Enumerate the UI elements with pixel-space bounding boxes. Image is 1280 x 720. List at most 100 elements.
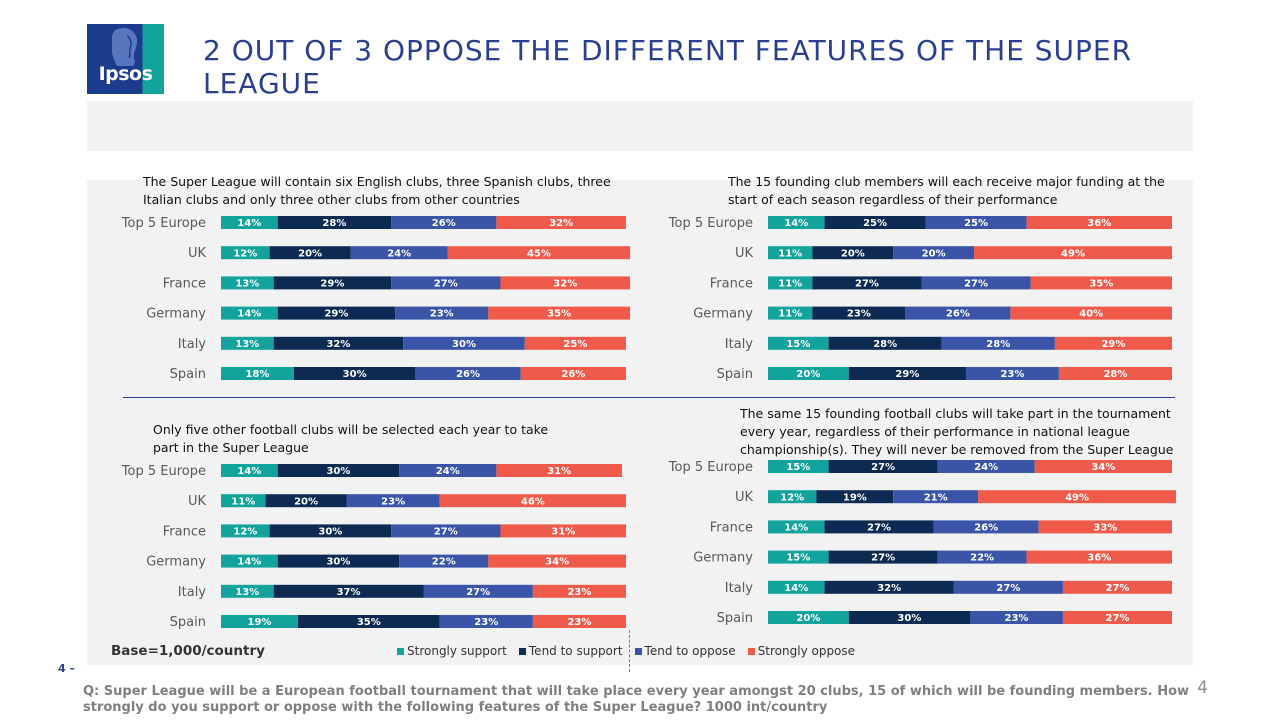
bar-tend-to-oppose-uk [893,490,979,504]
data-label-tend-to-support-france: 29% [320,279,344,290]
data-label-strongly-support-spain: 18% [245,369,269,380]
data-label-strongly-support-italy: 13% [235,587,259,598]
data-label-tend-to-oppose-italy: 30% [452,339,476,350]
data-label-tend-to-support-germany: 23% [847,309,871,320]
data-label-strongly-support-germany: 14% [237,309,261,320]
bar-strongly-oppose-germany [488,554,626,568]
category-label-spain: Spain [170,367,206,382]
data-label-tend-to-support-france: 27% [867,523,891,534]
chart-1-svg: Top 5 Europe 14% 28% 26% 32% UK 12% 20% 24% 45% Fr… [121,216,631,382]
bar-tend-to-support-italy [824,580,954,594]
data-label-strongly-support-top-5-europe: 14% [237,218,261,229]
bar-tend-to-oppose-spain [415,367,521,380]
bar-strongly-support-uk [221,246,270,260]
data-label-tend-to-oppose-germany: 23% [430,309,454,320]
data-label-tend-to-oppose-uk: 21% [924,492,948,503]
data-label-tend-to-oppose-germany: 26% [946,309,970,320]
data-label-tend-to-support-spain: 29% [895,369,919,380]
data-label-tend-to-oppose-germany: 22% [432,557,456,568]
data-label-strongly-support-france: 12% [233,527,257,538]
data-label-strongly-oppose-italy: 27% [1105,583,1129,594]
data-label-strongly-oppose-uk: 49% [1065,492,1089,503]
legend-label: Tend to support [528,644,623,658]
data-label-tend-to-support-spain: 35% [357,617,381,628]
bar-strongly-support-uk [768,490,817,504]
data-label-tend-to-support-uk: 20% [841,248,865,259]
category-label-spain: Spain [717,611,753,626]
bar-strongly-oppose-germany [1026,550,1172,564]
data-label-strongly-oppose-france: 35% [1089,279,1113,290]
bar-strongly-oppose-spain [1058,367,1172,380]
data-label-tend-to-oppose-uk: 23% [381,496,405,507]
category-label-spain: Spain [170,615,206,630]
bar-tend-to-support-germany [277,554,400,568]
bar-tend-to-support-germany [828,550,938,564]
data-label-tend-to-support-spain: 30% [897,613,921,624]
bar-strongly-support-top-5-europe [221,216,278,229]
bar-strongly-support-germany [221,554,278,568]
data-label-tend-to-oppose-spain: 23% [1004,613,1028,624]
category-label-germany: Germany [146,555,206,570]
bar-tend-to-support-top-5-europe [277,464,400,477]
data-label-tend-to-support-spain: 30% [343,369,367,380]
category-label-uk: UK [735,246,754,261]
data-label-strongly-support-spain: 19% [248,617,272,628]
data-label-strongly-oppose-uk: 49% [1061,248,1085,259]
data-label-tend-to-oppose-spain: 23% [474,617,498,628]
data-label-strongly-support-germany: 15% [786,553,810,564]
data-label-strongly-support-france: 13% [235,279,259,290]
bar-tend-to-support-top-5-europe [828,460,938,473]
data-label-tend-to-support-uk: 20% [294,496,318,507]
bar-strongly-support-uk [221,494,266,508]
bar-strongly-oppose-france [500,276,631,290]
bar-strongly-support-germany [221,306,278,320]
data-label-strongly-oppose-top-5-europe: 34% [1091,462,1115,473]
data-label-strongly-oppose-uk: 46% [521,496,545,507]
bar-strongly-support-italy [768,580,825,594]
data-label-tend-to-oppose-uk: 24% [387,248,411,259]
logo-face-icon [111,28,138,66]
data-label-tend-to-oppose-france: 27% [964,279,988,290]
data-label-strongly-oppose-uk: 45% [527,248,551,259]
bar-tend-to-support-france [273,276,392,290]
data-label-strongly-oppose-top-5-europe: 36% [1087,218,1111,229]
data-label-strongly-support-italy: 13% [235,339,259,350]
data-label-tend-to-support-uk: 19% [843,492,867,503]
data-label-strongly-oppose-germany: 36% [1087,553,1111,564]
bar-strongly-oppose-italy [1062,580,1172,594]
bar-tend-to-support-france [812,276,922,290]
question-text: Q: Super League will be a European footb… [83,684,1190,715]
data-label-strongly-oppose-france: 33% [1093,523,1117,534]
legend-swatch-strongly-oppose [747,647,755,655]
bar-tend-to-support-top-5-europe [824,216,926,229]
bar-strongly-oppose-top-5-europe [496,216,626,229]
bar-tend-to-support-uk [265,494,347,508]
bar-tend-to-oppose-italy [941,336,1055,350]
bar-tend-to-oppose-top-5-europe [399,464,497,477]
bar-tend-to-support-italy [273,584,424,598]
chart-4-title: The same 15 founding football clubs will… [740,406,1174,457]
bar-strongly-support-france [221,524,270,538]
category-label-top-5-europe: Top 5 Europe [121,216,206,231]
chart-2-title: The 15 founding club members will each r… [728,174,1165,207]
bar-tend-to-oppose-top-5-europe [937,460,1035,473]
bar-strongly-oppose-spain [1062,611,1172,624]
data-label-strongly-support-germany: 14% [237,557,261,568]
data-label-tend-to-oppose-top-5-europe: 24% [974,462,998,473]
bar-tend-to-oppose-top-5-europe [391,216,497,229]
bar-tend-to-oppose-spain [965,367,1059,380]
data-label-tend-to-support-top-5-europe: 28% [322,218,346,229]
category-label-italy: Italy [178,585,207,600]
data-label-tend-to-oppose-spain: 26% [456,369,480,380]
data-label-tend-to-support-top-5-europe: 25% [863,218,887,229]
bar-tend-to-oppose-france [921,276,1031,290]
bar-strongly-support-italy [221,584,274,598]
data-label-strongly-support-uk: 11% [778,248,802,259]
data-label-tend-to-support-france: 27% [855,279,879,290]
bar-tend-to-oppose-germany [399,554,489,568]
data-label-tend-to-oppose-uk: 20% [922,248,946,259]
bar-tend-to-oppose-germany [905,306,1011,320]
data-label-strongly-oppose-france: 32% [553,279,577,290]
ipsos-logo: Ipsos [87,24,164,94]
bar-strongly-oppose-italy [524,336,626,350]
